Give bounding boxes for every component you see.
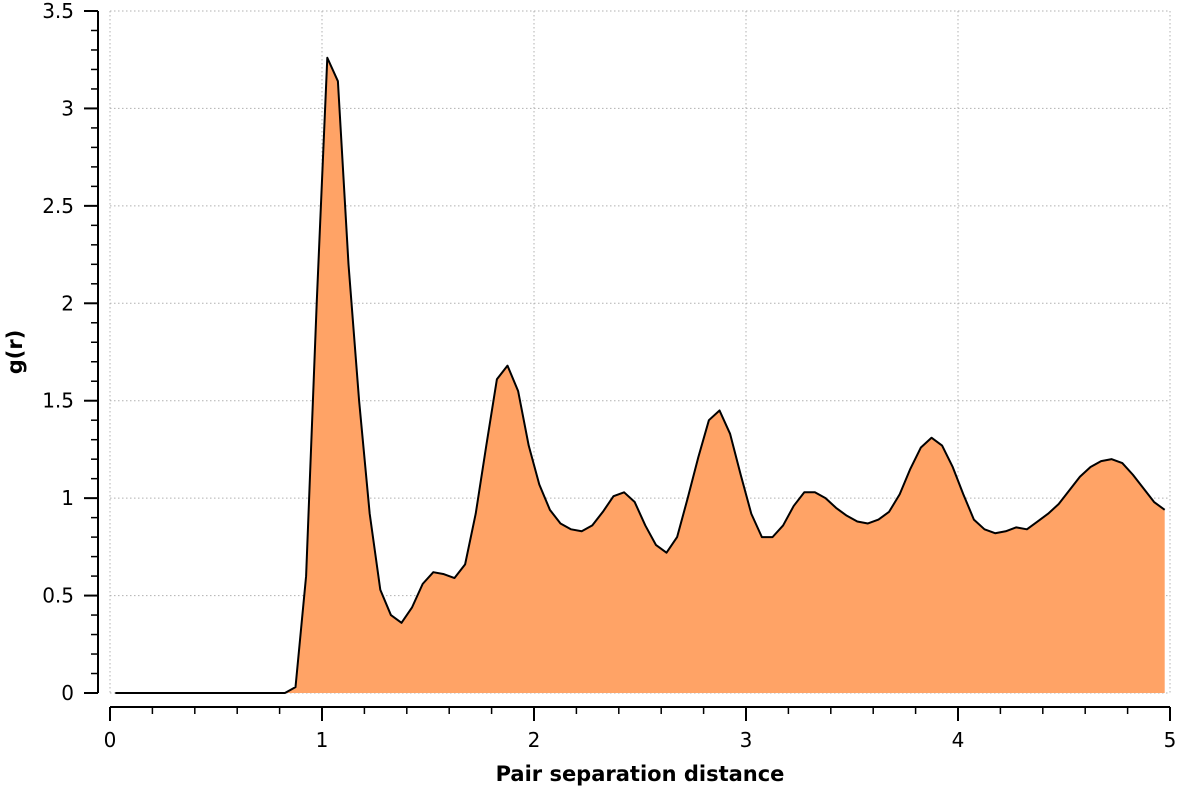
axes <box>84 10 1171 721</box>
x-axis-title: Pair separation distance <box>496 762 785 786</box>
x-tick-label: 3 <box>740 728 753 752</box>
x-tick-labels: 0 1 2 3 4 5 <box>104 728 1177 752</box>
x-tick-label: 4 <box>952 728 965 752</box>
y-tick-label: 3.5 <box>42 0 74 23</box>
x-tick-label: 1 <box>316 728 329 752</box>
y-tick-labels: 0 0.5 1 1.5 2 2.5 3 3.5 <box>42 0 74 705</box>
series-area <box>115 57 1165 693</box>
y-tick-label: 2 <box>61 291 74 315</box>
y-tick-label: 2.5 <box>42 194 74 218</box>
x-tick-label: 5 <box>1164 728 1177 752</box>
y-axis-title: g(r) <box>3 330 27 375</box>
y-tick-label: 1 <box>61 486 74 510</box>
y-tick-label: 3 <box>61 96 74 120</box>
plot-area <box>115 56 1166 694</box>
x-tick-label: 2 <box>528 728 541 752</box>
y-tick-label: 0.5 <box>42 584 74 608</box>
x-tick-label: 0 <box>104 728 117 752</box>
y-tick-label: 0 <box>61 681 74 705</box>
y-tick-label: 1.5 <box>42 389 74 413</box>
series-line <box>115 56 1166 694</box>
